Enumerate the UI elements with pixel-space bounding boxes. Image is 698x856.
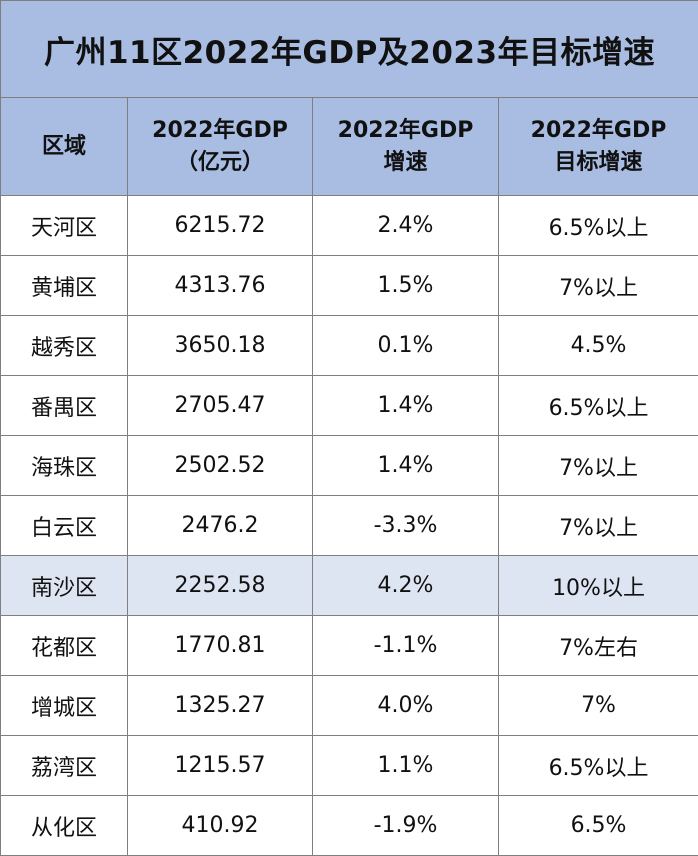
district-cell: 南沙区 bbox=[0, 555, 128, 616]
header-gdp-line1: 2022年GDP bbox=[152, 117, 288, 143]
header-district-label: 区域 bbox=[41, 133, 86, 159]
target-cell: 10%以上 bbox=[497, 555, 698, 616]
growth-cell: 4.2% bbox=[312, 555, 499, 616]
gdp-cell: 3650.18 bbox=[127, 315, 313, 376]
growth-cell: -1.9% bbox=[312, 795, 499, 856]
table-row-highlighted: 南沙区 2252.58 4.2% 10%以上 bbox=[0, 555, 698, 616]
header-target-line1: 2022年GDP bbox=[530, 117, 667, 143]
header-row: 区域 2022年GDP （亿元） 2022年GDP 增速 2022年GDP 目标… bbox=[0, 97, 698, 196]
table-title: 广州11区2022年GDP及2023年目标增速 bbox=[0, 0, 698, 98]
district-cell: 番禺区 bbox=[0, 375, 128, 436]
table-row: 番禺区 2705.47 1.4% 6.5%以上 bbox=[0, 375, 698, 436]
table-row: 天河区 6215.72 2.4% 6.5%以上 bbox=[0, 195, 698, 256]
growth-cell: 2.4% bbox=[312, 195, 499, 256]
table-row: 海珠区 2502.52 1.4% 7%以上 bbox=[0, 435, 698, 496]
header-target: 2022年GDP 目标增速 bbox=[497, 97, 698, 196]
target-cell: 6.5% bbox=[497, 795, 698, 856]
growth-cell: 1.4% bbox=[312, 375, 499, 436]
district-cell: 黄埔区 bbox=[0, 255, 128, 316]
header-gdp-line2: （亿元） bbox=[175, 149, 264, 175]
target-cell: 6.5%以上 bbox=[497, 375, 698, 436]
gdp-cell: 2705.47 bbox=[127, 375, 313, 436]
growth-cell: 1.5% bbox=[312, 255, 499, 316]
district-cell: 越秀区 bbox=[0, 315, 128, 376]
district-cell: 荔湾区 bbox=[0, 735, 128, 796]
gdp-cell: 2252.58 bbox=[127, 555, 313, 616]
table-row: 增城区 1325.27 4.0% 7% bbox=[0, 675, 698, 736]
district-cell: 花都区 bbox=[0, 615, 128, 676]
header-target-line2: 目标增速 bbox=[554, 149, 643, 175]
target-cell: 7% bbox=[497, 675, 698, 736]
gdp-cell: 6215.72 bbox=[127, 195, 313, 256]
header-growth: 2022年GDP 增速 bbox=[312, 97, 499, 196]
table-row: 越秀区 3650.18 0.1% 4.5% bbox=[0, 315, 698, 376]
gdp-cell: 1215.57 bbox=[127, 735, 313, 796]
district-cell: 天河区 bbox=[0, 195, 128, 256]
target-cell: 7%以上 bbox=[497, 255, 698, 316]
header-growth-line2: 增速 bbox=[383, 149, 428, 175]
title-row: 广州11区2022年GDP及2023年目标增速 bbox=[0, 0, 698, 98]
gdp-cell: 2502.52 bbox=[127, 435, 313, 496]
gdp-cell: 410.92 bbox=[127, 795, 313, 856]
growth-cell: 4.0% bbox=[312, 675, 499, 736]
target-cell: 4.5% bbox=[497, 315, 698, 376]
gdp-cell: 1770.81 bbox=[127, 615, 313, 676]
growth-cell: 1.4% bbox=[312, 435, 499, 496]
target-cell: 6.5%以上 bbox=[497, 195, 698, 256]
gdp-cell: 2476.2 bbox=[127, 495, 313, 556]
district-cell: 从化区 bbox=[0, 795, 128, 856]
gdp-cell: 1325.27 bbox=[127, 675, 313, 736]
table-row: 黄埔区 4313.76 1.5% 7%以上 bbox=[0, 255, 698, 316]
header-growth-line1: 2022年GDP bbox=[337, 117, 474, 143]
table-row: 花都区 1770.81 -1.1% 7%左右 bbox=[0, 615, 698, 676]
target-cell: 7%以上 bbox=[497, 495, 698, 556]
target-cell: 6.5%以上 bbox=[497, 735, 698, 796]
target-cell: 7%以上 bbox=[497, 435, 698, 496]
growth-cell: 0.1% bbox=[312, 315, 499, 376]
table-row: 从化区 410.92 -1.9% 6.5% bbox=[0, 795, 698, 856]
gdp-cell: 4313.76 bbox=[127, 255, 313, 316]
growth-cell: -3.3% bbox=[312, 495, 499, 556]
target-cell: 7%左右 bbox=[497, 615, 698, 676]
header-district: 区域 bbox=[0, 97, 128, 196]
growth-cell: -1.1% bbox=[312, 615, 499, 676]
header-gdp: 2022年GDP （亿元） bbox=[127, 97, 313, 196]
district-cell: 增城区 bbox=[0, 675, 128, 736]
district-cell: 海珠区 bbox=[0, 435, 128, 496]
growth-cell: 1.1% bbox=[312, 735, 499, 796]
table-row: 白云区 2476.2 -3.3% 7%以上 bbox=[0, 495, 698, 556]
district-cell: 白云区 bbox=[0, 495, 128, 556]
table-row: 荔湾区 1215.57 1.1% 6.5%以上 bbox=[0, 735, 698, 796]
